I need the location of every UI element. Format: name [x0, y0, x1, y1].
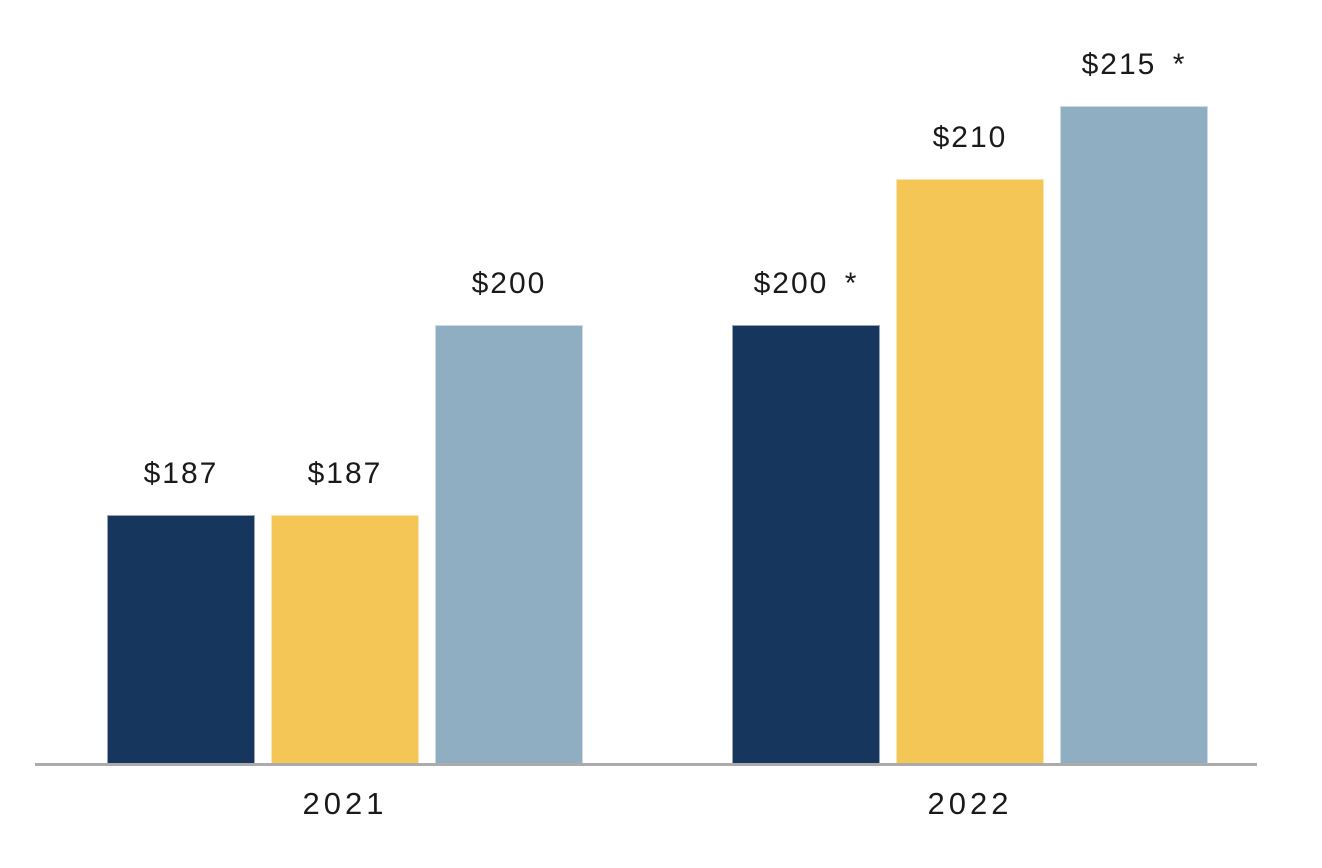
bar-group-2021: $187 $187 $200: [107, 33, 583, 764]
x-axis-label-2021: 2021: [302, 786, 388, 821]
bar-cell-2021-gold: $187: [271, 33, 419, 764]
bar-2021-gold: [271, 515, 419, 764]
bar-cell-2021-navy: $187: [107, 33, 255, 764]
plot-area: $187 $187 $200 $200 * $210 $215 *: [35, 33, 1257, 764]
value-label-2021-gold: $187: [307, 456, 383, 490]
bar-cell-2021-lightblue: $200: [435, 33, 583, 764]
bar-cell-2022-lightblue: $215 *: [1060, 33, 1208, 764]
bar-cell-2022-gold: $210: [896, 33, 1044, 764]
bar-cell-2022-navy: $200 *: [732, 33, 880, 764]
bar-group-2022: $200 * $210 $215 *: [732, 33, 1208, 764]
value-label-2022-navy: $200 *: [753, 266, 859, 300]
x-axis-line: [35, 763, 1257, 766]
bar-2021-lightblue: [435, 325, 583, 764]
bar-2022-lightblue: [1060, 106, 1208, 764]
bar-2021-navy: [107, 515, 255, 764]
value-label-2022-gold: $210: [932, 120, 1008, 154]
x-axis-label-2022: 2022: [927, 786, 1013, 821]
value-label-2021-lightblue: $200: [471, 266, 547, 300]
bar-2022-navy: [732, 325, 880, 764]
bar-2022-gold: [896, 179, 1044, 764]
value-label-2021-navy: $187: [143, 456, 219, 490]
x-axis-labels: 2021 2022: [35, 786, 1257, 826]
value-label-2022-lightblue: $215 *: [1081, 47, 1187, 81]
